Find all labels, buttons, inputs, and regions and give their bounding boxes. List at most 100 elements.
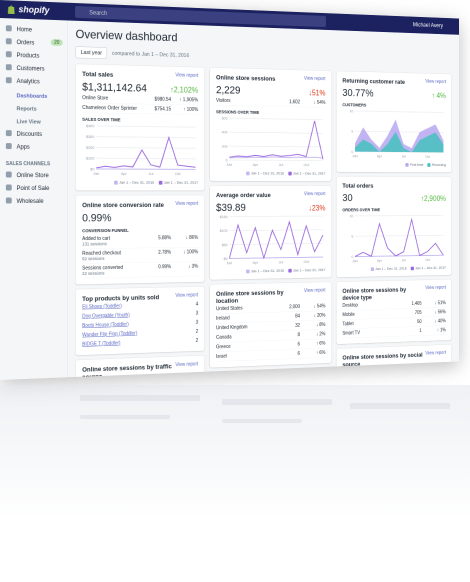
card-title: Online store conversion rate [82, 201, 164, 209]
logo[interactable]: shopify [7, 4, 50, 16]
y-tick-label: $100 [86, 156, 95, 161]
logo-text: shopify [18, 4, 50, 16]
channel-item[interactable]: Online Store [0, 169, 67, 182]
nav-icon [5, 171, 12, 178]
nav-item[interactable]: Discounts [0, 127, 67, 141]
view-report-link[interactable]: View report [175, 292, 199, 299]
grid-line [229, 118, 323, 120]
y-tick-label: 0 [226, 158, 229, 163]
legend-swatch [288, 171, 292, 176]
view-report-link[interactable]: View report [425, 285, 446, 291]
legend-item: Jan 1 – Dec 31, 2017 [158, 180, 198, 185]
x-tick-label: Apr [377, 154, 383, 159]
nav-label: Discounts [16, 130, 43, 138]
product-units: 2 [195, 337, 199, 344]
grid-line [96, 158, 195, 159]
nav-item[interactable]: Dashboards [0, 91, 67, 101]
channel-item[interactable]: Point of Sale [0, 182, 67, 195]
metric-change: ↑2,102% [170, 85, 199, 95]
view-report-link[interactable]: View report [304, 287, 326, 294]
row-change: ↑ 6% [316, 350, 326, 356]
funnel-change: ↓ 100% [183, 249, 199, 255]
y-tick-label: 0 [351, 149, 354, 154]
nav-item[interactable]: Analytics [0, 74, 67, 88]
view-report-link[interactable]: View report [175, 361, 199, 368]
row-value: 84 [295, 313, 300, 319]
line [229, 120, 323, 160]
legend: First-time Returning [342, 162, 446, 167]
y-tick-label: $0 [224, 256, 229, 261]
view-report-link[interactable]: View report [304, 191, 326, 197]
legend-swatch [113, 180, 118, 185]
card-title: Average order value [216, 191, 271, 199]
card: Returning customer rate View report 30.77%… [336, 71, 452, 173]
area [354, 131, 444, 153]
legend-swatch [246, 171, 250, 176]
funnel-label-cell: Sessions converted 22 sessions [82, 265, 139, 276]
view-report-link[interactable]: View report [175, 201, 199, 207]
nav-item[interactable]: Live View [0, 117, 67, 127]
row-value: 50 [417, 319, 422, 325]
legend-label: Returning [431, 162, 446, 167]
view-report-link[interactable]: View report [425, 350, 446, 356]
chart: $0 $100 $200 $300 $400 Jan Apr Jul Oct [86, 123, 197, 176]
view-report-link[interactable]: View report [304, 373, 326, 380]
x-tick-label: Jan [227, 162, 233, 167]
top-bar: shopify Search Michael Avery [0, 0, 460, 35]
metric-value: 0.99% [82, 211, 112, 224]
table-row: Smart TV 1 ↑ 1% [342, 325, 446, 339]
product-units: 4 [195, 301, 199, 307]
nav-label: Live View [16, 118, 41, 126]
y-tick-label: 5 [351, 129, 354, 134]
legend-item: Jan 1 – Dec 31, 2017 [288, 268, 325, 273]
grid-line [355, 215, 443, 216]
row-change: ↓ 54% [313, 99, 326, 106]
y-tick-label: $300 [86, 134, 95, 139]
card-columns: Total sales View report $1,311,142.64 ↑2,10… [75, 64, 453, 380]
user-menu[interactable]: Michael Avery [413, 21, 443, 29]
view-report-link[interactable]: View report [425, 79, 446, 85]
channel-label: Online Store [16, 171, 49, 179]
funnel-sessions: 62 sessions [82, 256, 105, 262]
channels-heading: SALES CHANNELS [5, 161, 51, 167]
row-value: 6 [297, 351, 300, 357]
empty-message: There were no social sessions in this da… [349, 370, 439, 380]
chart-label: ORDERS OVER TIME [342, 207, 381, 213]
x-tick-label: Jan [227, 260, 233, 265]
reflection-shape [80, 415, 170, 419]
grid-line [229, 230, 323, 231]
y-tick-label: $100 [220, 228, 229, 233]
product-link[interactable]: BIDGE T (Toddler) [82, 340, 121, 348]
legend-label: Jan 1 – Dec 31, 2016 [250, 171, 284, 176]
legend-item: Returning [427, 162, 446, 167]
nav-icon [5, 77, 12, 84]
value-row: $1,311,142.64 ↑2,102% [82, 80, 198, 95]
channel-item[interactable]: Wholesale [0, 194, 67, 207]
row-change: ↓ 40% [434, 318, 446, 324]
legend-label: Jan 1 – Dec 31, 2016 [250, 268, 284, 274]
date-button[interactable]: Last year [75, 46, 108, 60]
row-change: ↓ 53% [171, 378, 199, 380]
nav-label: Home [16, 25, 33, 34]
value-row: $39.89 ↓23% [216, 201, 325, 214]
nav-icon [5, 51, 12, 58]
y-tick-label: 200 [222, 144, 229, 149]
funnel-sessions: 22 sessions [82, 270, 105, 276]
main-content: Overview dashboard Last year compared to… [68, 20, 459, 380]
nav-item[interactable]: Apps [0, 140, 67, 154]
card: Online store sessions by traffic source V… [75, 355, 205, 380]
x-tick-label: Jul [402, 258, 406, 263]
funnel-row: Sessions converted 22 sessions 0.99% ↓ 3% [82, 261, 199, 279]
card-header: Online store sessions View report [216, 74, 325, 84]
legend: Jan 1 – Dec 31, 2016 Jan 1 – Dec 31, 2017 [342, 266, 446, 272]
y-tick-label: 10 [350, 109, 354, 114]
line [355, 219, 443, 256]
view-report-link[interactable]: View report [304, 75, 326, 82]
grid-line [96, 126, 195, 127]
row-change: ↓ 2% [316, 331, 326, 337]
value-row: 30 ↑2,900% [342, 192, 445, 204]
card: Online store sessions by social source Vi… [336, 344, 452, 380]
nav-item[interactable]: Reports [0, 104, 67, 114]
view-report-link[interactable]: View report [175, 72, 199, 79]
row-change: ↓ 20% [313, 312, 326, 319]
